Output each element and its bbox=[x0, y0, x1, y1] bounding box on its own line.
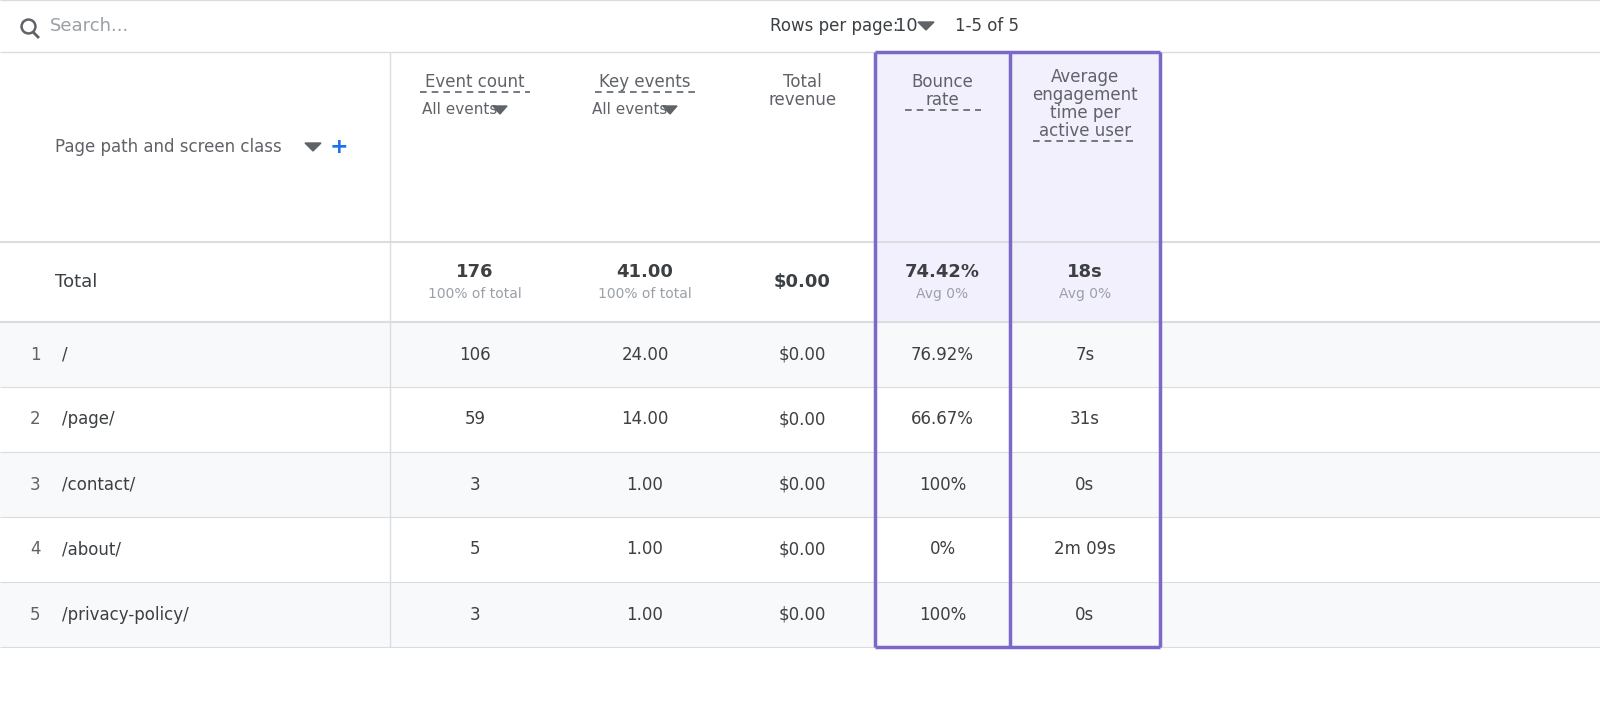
Text: 1.00: 1.00 bbox=[627, 605, 664, 624]
Text: 1-5 of 5: 1-5 of 5 bbox=[955, 17, 1019, 35]
Text: Total: Total bbox=[54, 273, 98, 291]
Text: 3: 3 bbox=[30, 476, 40, 493]
Bar bbox=[875, 52, 1010, 242]
Text: 74.42%: 74.42% bbox=[906, 263, 979, 281]
Text: $0.00: $0.00 bbox=[779, 476, 826, 493]
Text: 0s: 0s bbox=[1075, 476, 1094, 493]
Text: revenue: revenue bbox=[768, 91, 837, 109]
Bar bbox=[1010, 52, 1160, 242]
Text: 7s: 7s bbox=[1075, 345, 1094, 364]
Bar bbox=[875, 242, 1010, 322]
Text: 5: 5 bbox=[30, 605, 40, 624]
Text: active user: active user bbox=[1038, 122, 1131, 140]
Bar bbox=[1010, 242, 1160, 322]
Text: 10: 10 bbox=[894, 17, 918, 35]
Text: $0.00: $0.00 bbox=[779, 345, 826, 364]
Polygon shape bbox=[493, 106, 507, 114]
Text: engagement: engagement bbox=[1032, 86, 1138, 104]
Bar bbox=[1010, 387, 1160, 452]
Bar bbox=[875, 452, 1010, 517]
Bar bbox=[1010, 452, 1160, 517]
Text: 4: 4 bbox=[30, 540, 40, 558]
Text: 0%: 0% bbox=[930, 540, 955, 558]
Bar bbox=[875, 387, 1010, 452]
Text: 66.67%: 66.67% bbox=[910, 411, 974, 429]
Text: Avg 0%: Avg 0% bbox=[917, 287, 968, 301]
Text: $0.00: $0.00 bbox=[779, 411, 826, 429]
Text: 24.00: 24.00 bbox=[621, 345, 669, 364]
Text: Search...: Search... bbox=[50, 17, 130, 35]
Text: 100%: 100% bbox=[918, 476, 966, 493]
Text: 76.92%: 76.92% bbox=[910, 345, 974, 364]
Text: Rows per page:: Rows per page: bbox=[770, 17, 899, 35]
Bar bbox=[875, 517, 1010, 582]
Bar bbox=[0, 322, 1600, 387]
Polygon shape bbox=[306, 143, 322, 151]
Text: $0.00: $0.00 bbox=[779, 605, 826, 624]
Text: 1.00: 1.00 bbox=[627, 540, 664, 558]
Text: Page path and screen class: Page path and screen class bbox=[54, 138, 282, 156]
Polygon shape bbox=[918, 22, 934, 30]
Text: Key events: Key events bbox=[600, 73, 691, 91]
Bar bbox=[875, 582, 1010, 647]
Text: 0s: 0s bbox=[1075, 605, 1094, 624]
Text: Bounce: Bounce bbox=[912, 73, 973, 91]
Text: 5: 5 bbox=[470, 540, 480, 558]
Text: Average: Average bbox=[1051, 68, 1118, 86]
Bar bbox=[0, 387, 1600, 452]
Text: /contact/: /contact/ bbox=[62, 476, 136, 493]
Bar bbox=[1010, 582, 1160, 647]
Text: 176: 176 bbox=[456, 263, 494, 281]
Text: 31s: 31s bbox=[1070, 411, 1101, 429]
Text: 106: 106 bbox=[459, 345, 491, 364]
Bar bbox=[875, 322, 1010, 387]
Text: Event count: Event count bbox=[426, 73, 525, 91]
Bar bbox=[0, 582, 1600, 647]
Polygon shape bbox=[662, 106, 677, 114]
Text: /privacy-policy/: /privacy-policy/ bbox=[62, 605, 189, 624]
Text: 2m 09s: 2m 09s bbox=[1054, 540, 1115, 558]
Text: 1: 1 bbox=[30, 345, 40, 364]
Text: All events: All events bbox=[422, 103, 498, 117]
Bar bbox=[1010, 322, 1160, 387]
Text: +: + bbox=[330, 137, 349, 157]
Text: Avg 0%: Avg 0% bbox=[1059, 287, 1110, 301]
Text: /about/: /about/ bbox=[62, 540, 122, 558]
Text: /page/: /page/ bbox=[62, 411, 115, 429]
Text: time per: time per bbox=[1050, 104, 1120, 122]
Text: All events: All events bbox=[592, 103, 667, 117]
Text: Total: Total bbox=[782, 73, 822, 91]
Text: 2: 2 bbox=[30, 411, 40, 429]
Text: /: / bbox=[62, 345, 67, 364]
Bar bbox=[0, 0, 1600, 52]
Text: rate: rate bbox=[926, 91, 960, 109]
Text: $0.00: $0.00 bbox=[774, 273, 830, 291]
Text: 14.00: 14.00 bbox=[621, 411, 669, 429]
Bar bbox=[0, 452, 1600, 517]
Text: 100% of total: 100% of total bbox=[598, 287, 691, 301]
Text: 59: 59 bbox=[464, 411, 485, 429]
Text: $0.00: $0.00 bbox=[779, 540, 826, 558]
Text: 3: 3 bbox=[470, 476, 480, 493]
Bar bbox=[0, 52, 1600, 242]
Text: 3: 3 bbox=[470, 605, 480, 624]
Bar bbox=[0, 242, 1600, 322]
Text: 100% of total: 100% of total bbox=[429, 287, 522, 301]
Text: 18s: 18s bbox=[1067, 263, 1102, 281]
Text: 100%: 100% bbox=[918, 605, 966, 624]
Text: 1.00: 1.00 bbox=[627, 476, 664, 493]
Bar bbox=[1010, 517, 1160, 582]
Bar bbox=[0, 517, 1600, 582]
Text: 41.00: 41.00 bbox=[616, 263, 674, 281]
